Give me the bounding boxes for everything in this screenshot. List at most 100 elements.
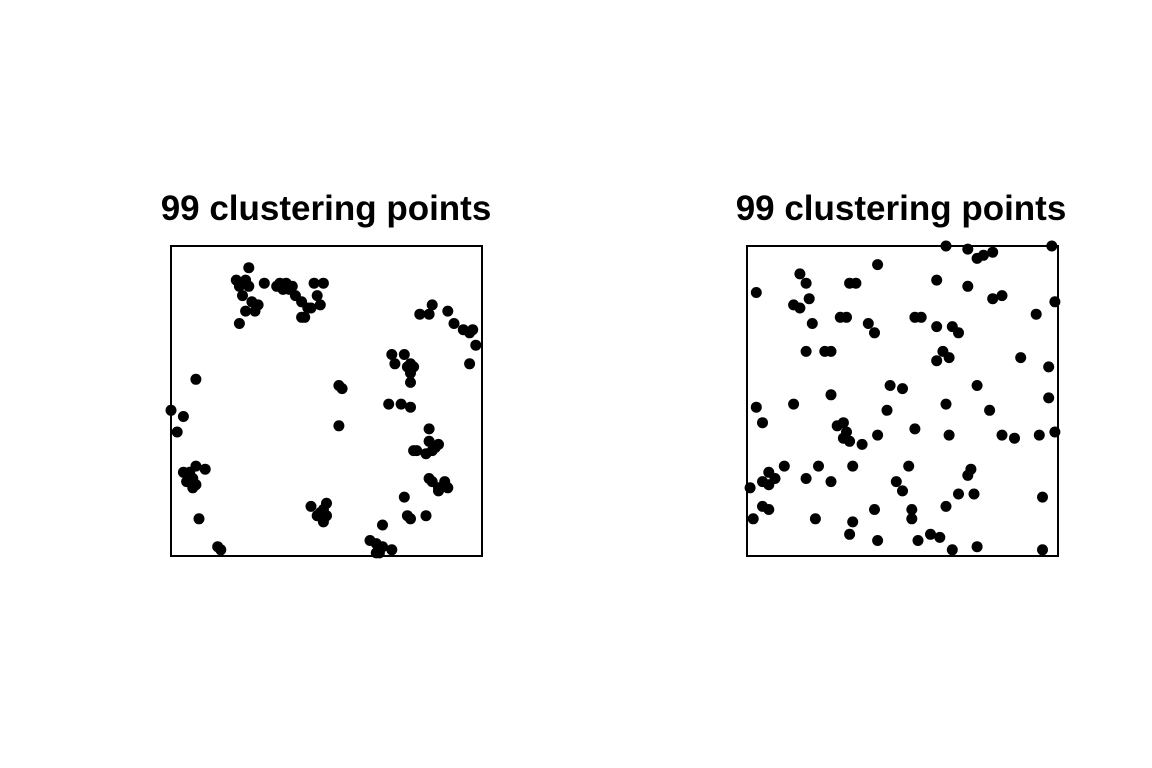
scatter-panel-right: 99 clustering points — [736, 189, 1067, 557]
data-point — [844, 528, 856, 540]
data-point — [171, 426, 183, 438]
data-point — [931, 274, 943, 286]
data-point — [909, 423, 921, 435]
data-point — [962, 469, 974, 481]
data-point — [881, 404, 893, 416]
data-point — [271, 280, 283, 292]
data-point — [243, 262, 255, 274]
data-point — [237, 290, 248, 302]
data-point — [744, 482, 756, 494]
data-point — [943, 429, 955, 441]
data-point — [470, 339, 482, 351]
data-point — [940, 500, 952, 512]
data-point — [1009, 432, 1020, 444]
data-point — [825, 476, 837, 488]
data-point — [809, 513, 821, 525]
data-point — [405, 513, 416, 525]
data-point — [420, 448, 432, 460]
data-point — [750, 401, 762, 413]
data-point — [193, 513, 205, 525]
data-point — [405, 401, 416, 413]
data-point — [377, 519, 388, 531]
data-point — [912, 535, 924, 546]
data-point — [962, 243, 974, 255]
panel-title-left: 99 clustering points — [161, 189, 492, 228]
data-point — [763, 504, 775, 515]
data-point — [869, 327, 880, 339]
data-point — [1043, 392, 1055, 404]
data-point — [841, 311, 852, 323]
data-point — [398, 491, 410, 503]
data-point — [190, 460, 202, 472]
data-point — [420, 510, 432, 522]
data-point — [317, 277, 329, 289]
data-point — [423, 423, 435, 435]
data-point — [317, 516, 329, 528]
data-point — [962, 280, 974, 292]
data-point — [803, 293, 815, 305]
data-point — [953, 327, 964, 339]
data-point — [872, 429, 884, 441]
data-point — [757, 417, 768, 429]
data-point — [794, 268, 806, 280]
data-point — [233, 318, 245, 329]
data-point — [800, 345, 812, 357]
plot-frame-right — [746, 245, 1059, 557]
data-point — [906, 513, 918, 525]
data-point — [825, 389, 837, 401]
data-point — [984, 404, 996, 416]
data-point — [953, 488, 964, 500]
data-point — [844, 435, 856, 447]
data-point — [968, 488, 980, 500]
data-point — [305, 302, 317, 314]
data-point — [423, 308, 435, 320]
data-point — [467, 324, 479, 336]
data-point — [800, 473, 812, 484]
data-point — [190, 373, 202, 385]
data-point — [884, 380, 896, 391]
data-point — [946, 544, 958, 556]
data-point — [788, 398, 800, 410]
data-point — [389, 358, 401, 370]
data-point — [850, 277, 862, 289]
data-point — [800, 277, 812, 289]
data-point — [386, 544, 398, 556]
data-point — [847, 516, 859, 528]
data-point — [996, 429, 1008, 441]
panel-title-right: 99 clustering points — [736, 189, 1067, 228]
data-point — [311, 290, 323, 302]
data-point — [1043, 361, 1055, 373]
data-point — [872, 535, 884, 546]
data-point — [778, 460, 790, 472]
data-point — [934, 531, 946, 543]
data-point — [987, 246, 999, 258]
data-point — [405, 376, 416, 388]
data-point — [996, 290, 1008, 302]
data-point — [386, 349, 398, 360]
data-point — [433, 485, 444, 497]
data-point — [869, 504, 880, 515]
data-point — [890, 476, 902, 488]
data-point — [414, 308, 426, 320]
data-point — [977, 249, 989, 261]
data-point — [903, 460, 915, 472]
data-point — [971, 541, 983, 553]
data-point — [1037, 544, 1048, 556]
data-point — [1046, 240, 1058, 252]
data-point — [398, 349, 410, 360]
data-point — [856, 438, 868, 450]
data-point — [314, 299, 326, 311]
data-point — [931, 355, 943, 367]
data-point — [464, 358, 476, 370]
data-point — [940, 240, 952, 252]
data-point — [333, 420, 345, 432]
data-point — [233, 280, 245, 292]
data-point — [1030, 308, 1042, 320]
data-point — [819, 345, 831, 357]
data-point — [199, 463, 211, 475]
data-point — [442, 482, 454, 494]
data-point — [442, 305, 454, 317]
data-point — [426, 299, 438, 311]
data-point — [258, 277, 270, 289]
